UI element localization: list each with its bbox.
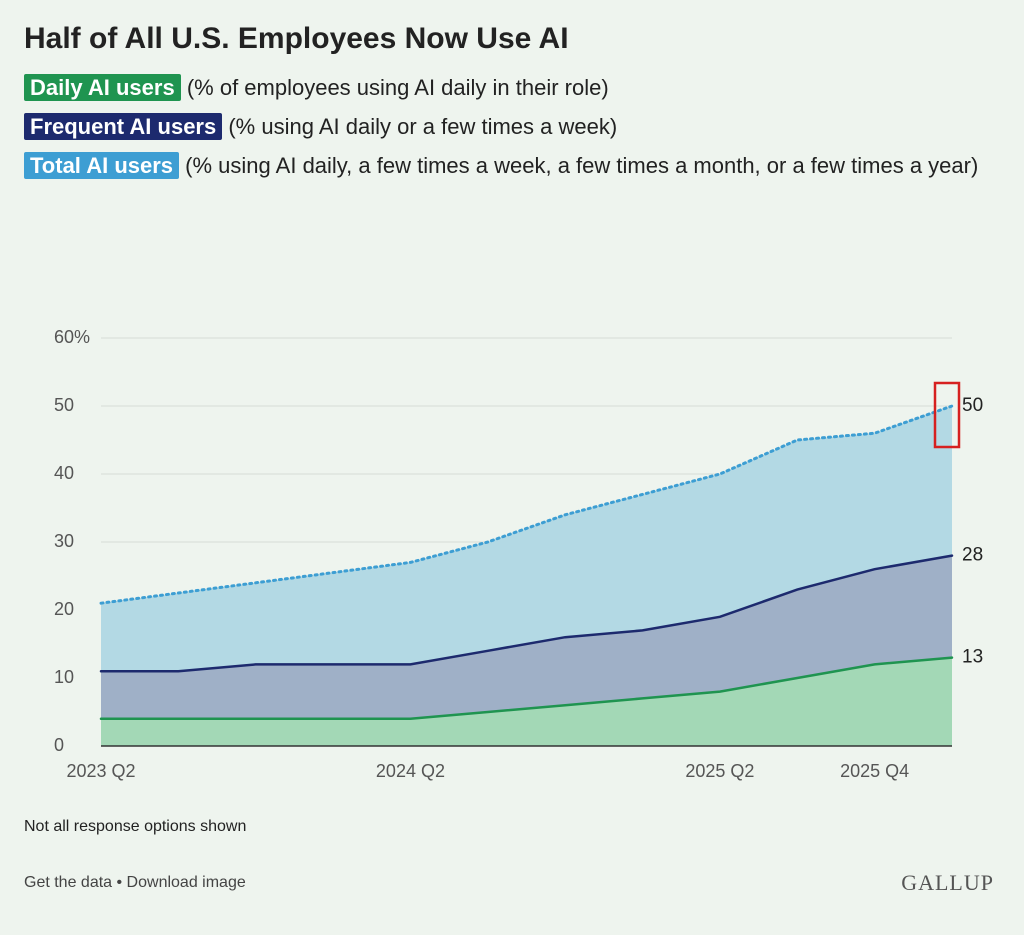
chart-title: Half of All U.S. Employees Now Use AI (24, 22, 569, 55)
area (101, 657, 952, 746)
legend-entry: Total AI users (% using AI daily, a few … (24, 146, 984, 185)
line (99, 554, 954, 673)
y-tick-label: 0 (54, 735, 64, 755)
legend-label: Total AI users (24, 152, 180, 179)
value-label: 28 (962, 545, 983, 566)
legend-description: (% using AI daily or a few times a week) (228, 114, 618, 139)
legend-label: Daily AI users (24, 74, 181, 101)
y-tick-label: 20 (54, 599, 74, 619)
line (99, 656, 954, 721)
legend-entry: Frequent AI users (% using AI daily or a… (24, 107, 984, 146)
y-tick-label: 50 (54, 395, 74, 415)
x-tick-label: 2024 Q2 (376, 761, 445, 781)
brand-logo: GALLUP (901, 870, 994, 895)
highlight-box (933, 381, 961, 449)
y-tick-label: 60% (54, 327, 90, 347)
legend-description: (% using AI daily, a few times a week, a… (185, 153, 979, 178)
note: Not all response options shown (24, 818, 247, 835)
y-tick-label: 10 (54, 667, 74, 687)
legend: Daily AI users (% of employees using AI … (24, 68, 984, 185)
legend-label: Frequent AI users (24, 113, 223, 140)
y-tick-label: 40 (54, 463, 74, 483)
value-label: 13 (962, 647, 983, 668)
x-tick-label: 2023 Q2 (66, 761, 135, 781)
footer-links[interactable]: Get the data • Download image (24, 874, 246, 891)
legend-description: (% of employees using AI daily in their … (186, 75, 609, 100)
legend-entry: Daily AI users (% of employees using AI … (24, 68, 984, 107)
x-tick-label: 2025 Q2 (685, 761, 754, 781)
chart: 0 10 20 30 40 50 60% 2023 Q2 2024 Q2 2025 Q2 2025 … (54, 327, 983, 781)
y-tick-label: 30 (54, 531, 74, 551)
x-tick-label: 2025 Q4 (840, 761, 909, 781)
value-label: 50 (962, 395, 983, 416)
line (99, 404, 954, 605)
